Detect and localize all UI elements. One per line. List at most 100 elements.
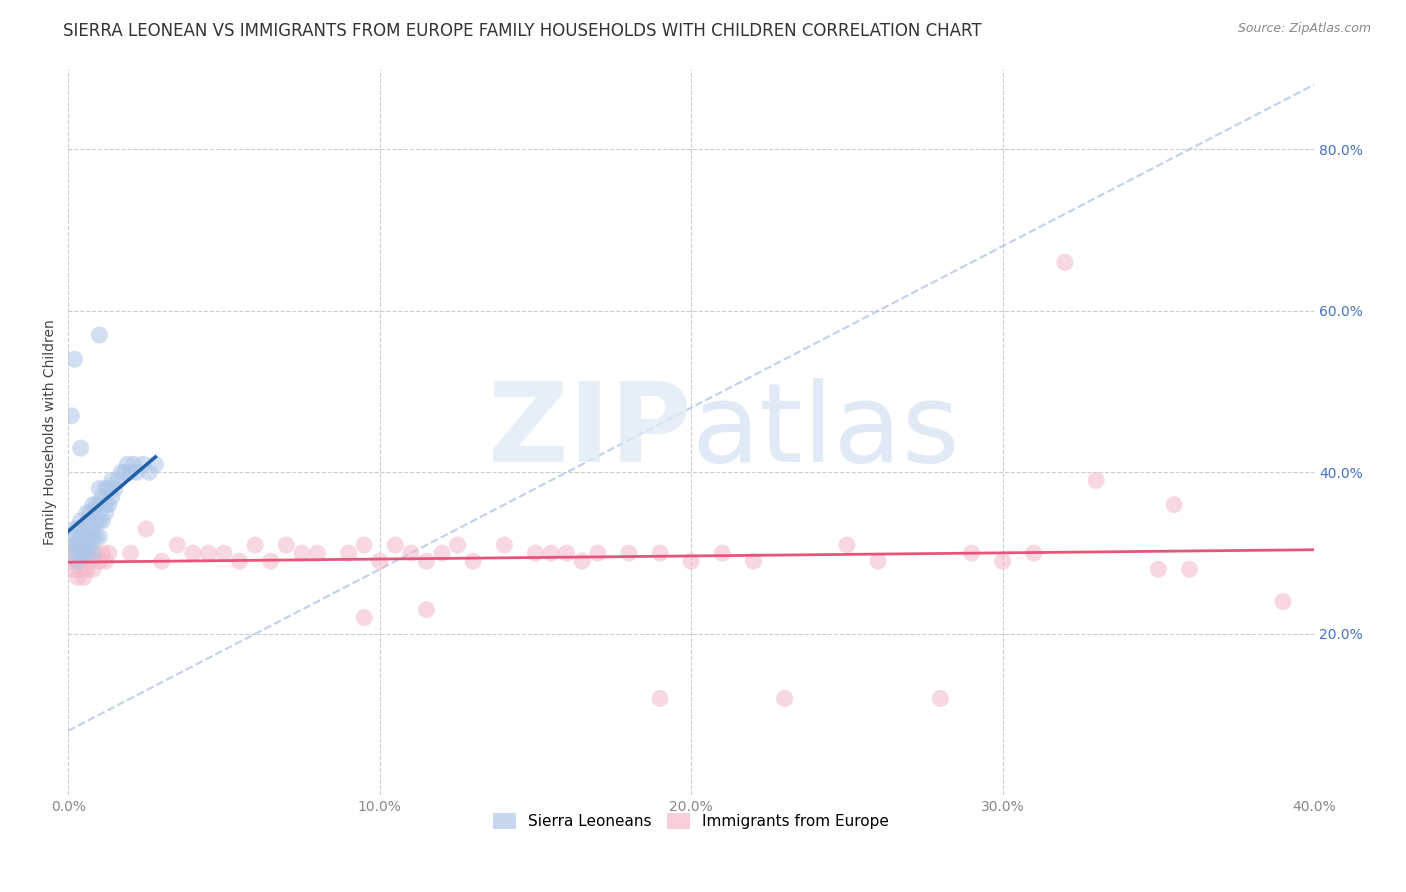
Point [337, 546, 360, 560]
Point [120, 466, 142, 480]
Point [929, 691, 952, 706]
Point [76, 530, 98, 544]
Point [101, 474, 124, 488]
Point [79, 506, 101, 520]
Point [197, 546, 219, 560]
Point [681, 554, 703, 568]
Point [94, 498, 117, 512]
Point [711, 546, 734, 560]
Point [991, 554, 1014, 568]
Text: ZIP: ZIP [488, 378, 692, 485]
Point [69, 562, 91, 576]
Point [835, 538, 858, 552]
Point [73, 546, 96, 560]
Point [228, 554, 250, 568]
Point [76, 546, 98, 560]
Point [135, 522, 157, 536]
Point [276, 538, 298, 552]
Point [104, 482, 127, 496]
Point [1163, 498, 1185, 512]
Point [73, 530, 96, 544]
Point [107, 474, 129, 488]
Point [91, 546, 114, 560]
Point [353, 538, 375, 552]
Point [66, 522, 89, 536]
Point [463, 554, 485, 568]
Point [117, 457, 139, 471]
Point [446, 538, 468, 552]
Point [150, 554, 173, 568]
Point [73, 522, 96, 536]
Point [73, 546, 96, 560]
Point [415, 554, 437, 568]
Point [122, 457, 145, 471]
Point [76, 546, 98, 560]
Point [63, 538, 86, 552]
Point [63, 522, 86, 536]
Point [89, 530, 111, 544]
Point [132, 457, 155, 471]
Point [66, 554, 89, 568]
Point [120, 546, 142, 560]
Point [60, 409, 83, 423]
Point [181, 546, 204, 560]
Point [415, 602, 437, 616]
Point [76, 538, 98, 552]
Point [868, 554, 890, 568]
Y-axis label: Family Households with Children: Family Households with Children [44, 319, 58, 545]
Point [82, 546, 104, 560]
Point [82, 530, 104, 544]
Point [540, 546, 562, 560]
Point [79, 514, 101, 528]
Point [82, 562, 104, 576]
Point [960, 546, 983, 560]
Point [1147, 562, 1170, 576]
Point [84, 530, 107, 544]
Point [89, 514, 111, 528]
Point [773, 691, 796, 706]
Point [76, 562, 98, 576]
Point [648, 546, 671, 560]
Point [69, 546, 91, 560]
Point [101, 490, 124, 504]
Point [368, 554, 391, 568]
Text: SIERRA LEONEAN VS IMMIGRANTS FROM EUROPE FAMILY HOUSEHOLDS WITH CHILDREN CORRELA: SIERRA LEONEAN VS IMMIGRANTS FROM EUROPE… [63, 22, 981, 40]
Point [79, 538, 101, 552]
Point [69, 538, 91, 552]
Point [1178, 562, 1201, 576]
Point [76, 506, 98, 520]
Point [1053, 255, 1076, 269]
Point [84, 498, 107, 512]
Point [73, 538, 96, 552]
Point [94, 506, 117, 520]
Point [84, 546, 107, 560]
Point [84, 514, 107, 528]
Point [91, 514, 114, 528]
Point [69, 530, 91, 544]
Point [79, 554, 101, 568]
Point [63, 562, 86, 576]
Point [66, 570, 89, 584]
Legend: Sierra Leoneans, Immigrants from Europe: Sierra Leoneans, Immigrants from Europe [486, 806, 896, 835]
Point [60, 530, 83, 544]
Point [89, 328, 111, 343]
Point [89, 482, 111, 496]
Text: Source: ZipAtlas.com: Source: ZipAtlas.com [1237, 22, 1371, 36]
Point [91, 490, 114, 504]
Point [384, 538, 406, 552]
Point [307, 546, 329, 560]
Point [63, 352, 86, 367]
Point [1272, 594, 1295, 608]
Point [69, 441, 91, 455]
Point [66, 546, 89, 560]
Point [1085, 474, 1108, 488]
Point [112, 466, 135, 480]
Point [82, 498, 104, 512]
Point [212, 546, 235, 560]
Point [494, 538, 516, 552]
Point [97, 498, 120, 512]
Point [430, 546, 453, 560]
Point [1022, 546, 1045, 560]
Point [60, 538, 83, 552]
Point [60, 554, 83, 568]
